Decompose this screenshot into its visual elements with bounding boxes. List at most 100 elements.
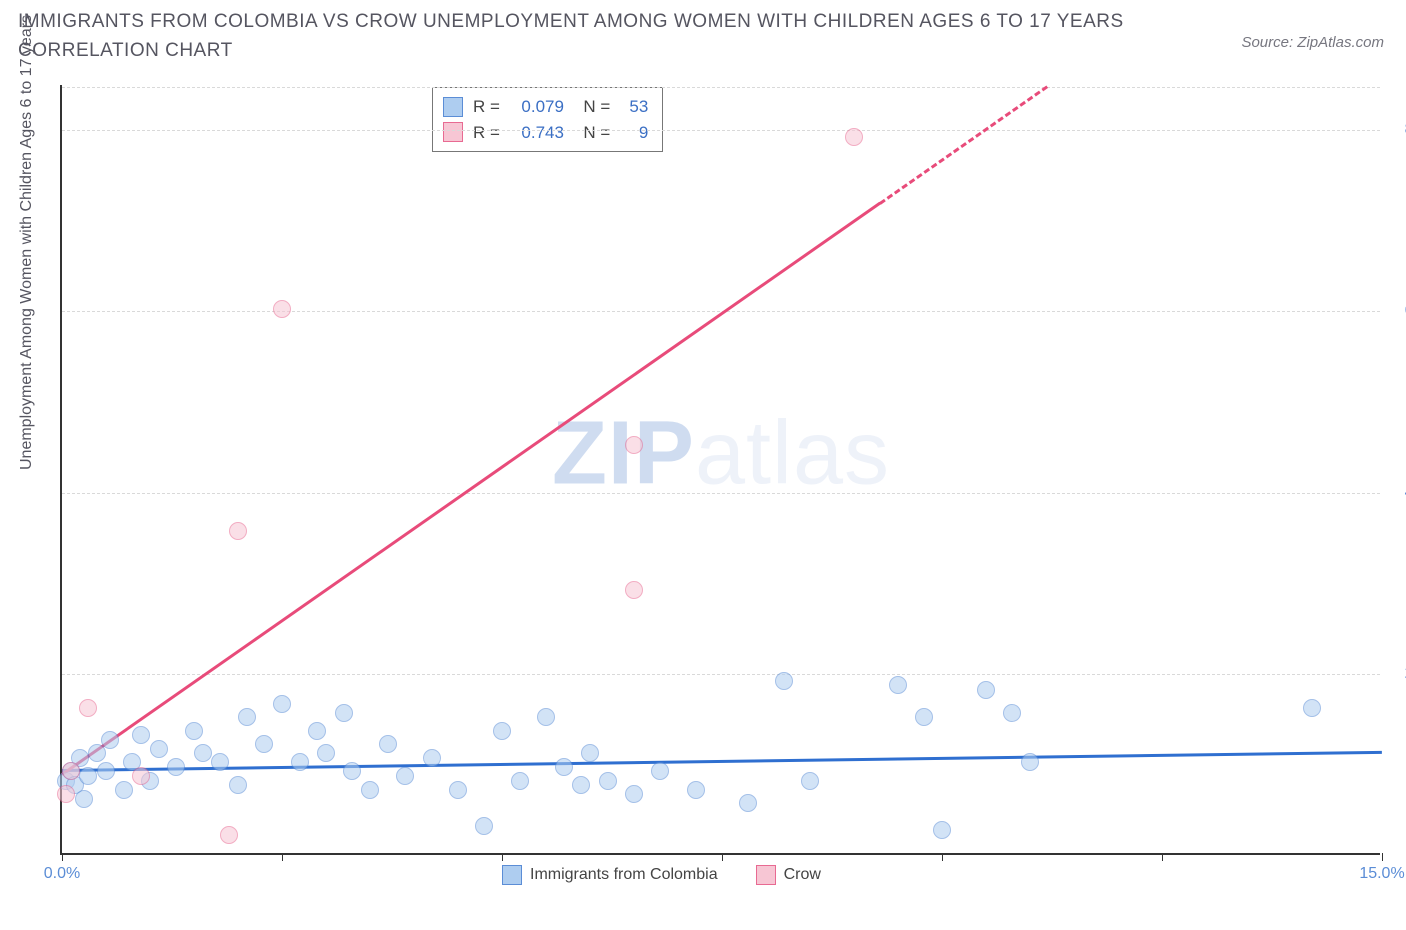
data-point bbox=[537, 708, 555, 726]
data-point bbox=[238, 708, 256, 726]
x-tick bbox=[1382, 853, 1383, 861]
gridline bbox=[62, 87, 1380, 88]
data-point bbox=[475, 817, 493, 835]
data-point bbox=[361, 781, 379, 799]
stat-label: N = bbox=[574, 120, 610, 146]
swatch-icon bbox=[443, 97, 463, 117]
data-point bbox=[449, 781, 467, 799]
y-tick-label: 80.0% bbox=[1390, 121, 1406, 139]
swatch-icon bbox=[443, 122, 463, 142]
data-point bbox=[599, 772, 617, 790]
gridline bbox=[62, 130, 1380, 131]
data-point bbox=[97, 762, 115, 780]
data-point bbox=[185, 722, 203, 740]
swatch-icon bbox=[502, 865, 522, 885]
n-value: 53 bbox=[620, 94, 648, 120]
data-point bbox=[79, 767, 97, 785]
trend-line bbox=[61, 202, 881, 776]
y-tick-label: 40.0% bbox=[1390, 484, 1406, 502]
data-point bbox=[625, 581, 643, 599]
trend-line bbox=[880, 85, 1049, 204]
data-point bbox=[317, 744, 335, 762]
x-tick bbox=[282, 853, 283, 861]
chart-title: IMMIGRANTS FROM COLOMBIA VS CROW UNEMPLO… bbox=[18, 8, 1156, 65]
data-point bbox=[167, 758, 185, 776]
data-point bbox=[933, 821, 951, 839]
data-point bbox=[1003, 704, 1021, 722]
data-point bbox=[915, 708, 933, 726]
data-point bbox=[555, 758, 573, 776]
stat-label: R = bbox=[473, 120, 500, 146]
legend: Immigrants from Colombia Crow bbox=[502, 865, 821, 885]
x-tick bbox=[942, 853, 943, 861]
data-point bbox=[291, 753, 309, 771]
data-point bbox=[511, 772, 529, 790]
data-point bbox=[889, 676, 907, 694]
y-tick-label: 60.0% bbox=[1390, 302, 1406, 320]
data-point bbox=[379, 735, 397, 753]
x-tick-label: 0.0% bbox=[44, 865, 80, 883]
data-point bbox=[625, 785, 643, 803]
legend-item: Crow bbox=[756, 865, 821, 885]
data-point bbox=[687, 781, 705, 799]
n-value: 9 bbox=[620, 120, 648, 146]
data-point bbox=[194, 744, 212, 762]
data-point bbox=[150, 740, 168, 758]
swatch-icon bbox=[756, 865, 776, 885]
x-tick bbox=[502, 853, 503, 861]
gridline bbox=[62, 493, 1380, 494]
scatter-plot-area: ZIPatlas R = 0.079 N = 53 R = 0.743 N = … bbox=[60, 85, 1380, 855]
data-point bbox=[88, 744, 106, 762]
data-point bbox=[62, 762, 80, 780]
stats-row: R = 0.079 N = 53 bbox=[443, 94, 648, 120]
data-point bbox=[132, 767, 150, 785]
data-point bbox=[273, 695, 291, 713]
watermark: ZIPatlas bbox=[552, 402, 890, 505]
data-point bbox=[581, 744, 599, 762]
r-value: 0.743 bbox=[510, 120, 564, 146]
data-point bbox=[220, 826, 238, 844]
data-point bbox=[75, 790, 93, 808]
r-value: 0.079 bbox=[510, 94, 564, 120]
data-point bbox=[115, 781, 133, 799]
data-point bbox=[651, 762, 669, 780]
y-axis-label: Unemployment Among Women with Children A… bbox=[18, 15, 36, 470]
legend-label: Immigrants from Colombia bbox=[530, 866, 718, 884]
data-point bbox=[1021, 753, 1039, 771]
data-point bbox=[335, 704, 353, 722]
data-point bbox=[739, 794, 757, 812]
data-point bbox=[396, 767, 414, 785]
data-point bbox=[229, 522, 247, 540]
data-point bbox=[423, 749, 441, 767]
x-tick bbox=[722, 853, 723, 861]
stat-label: R = bbox=[473, 94, 500, 120]
legend-item: Immigrants from Colombia bbox=[502, 865, 718, 885]
trend-line bbox=[62, 751, 1382, 772]
correlation-stats-box: R = 0.079 N = 53 R = 0.743 N = 9 bbox=[432, 87, 663, 152]
data-point bbox=[845, 128, 863, 146]
source-attribution: Source: ZipAtlas.com bbox=[1241, 34, 1384, 51]
data-point bbox=[977, 681, 995, 699]
data-point bbox=[343, 762, 361, 780]
data-point bbox=[625, 436, 643, 454]
data-point bbox=[493, 722, 511, 740]
stat-label: N = bbox=[574, 94, 610, 120]
data-point bbox=[101, 731, 119, 749]
data-point bbox=[255, 735, 273, 753]
data-point bbox=[308, 722, 326, 740]
data-point bbox=[1303, 699, 1321, 717]
x-tick bbox=[62, 853, 63, 861]
data-point bbox=[229, 776, 247, 794]
data-point bbox=[775, 672, 793, 690]
legend-label: Crow bbox=[784, 866, 821, 884]
data-point bbox=[79, 699, 97, 717]
data-point bbox=[132, 726, 150, 744]
y-tick-label: 20.0% bbox=[1390, 665, 1406, 683]
stats-row: R = 0.743 N = 9 bbox=[443, 120, 648, 146]
gridline bbox=[62, 674, 1380, 675]
x-tick bbox=[1162, 853, 1163, 861]
data-point bbox=[273, 300, 291, 318]
data-point bbox=[572, 776, 590, 794]
data-point bbox=[801, 772, 819, 790]
data-point bbox=[211, 753, 229, 771]
